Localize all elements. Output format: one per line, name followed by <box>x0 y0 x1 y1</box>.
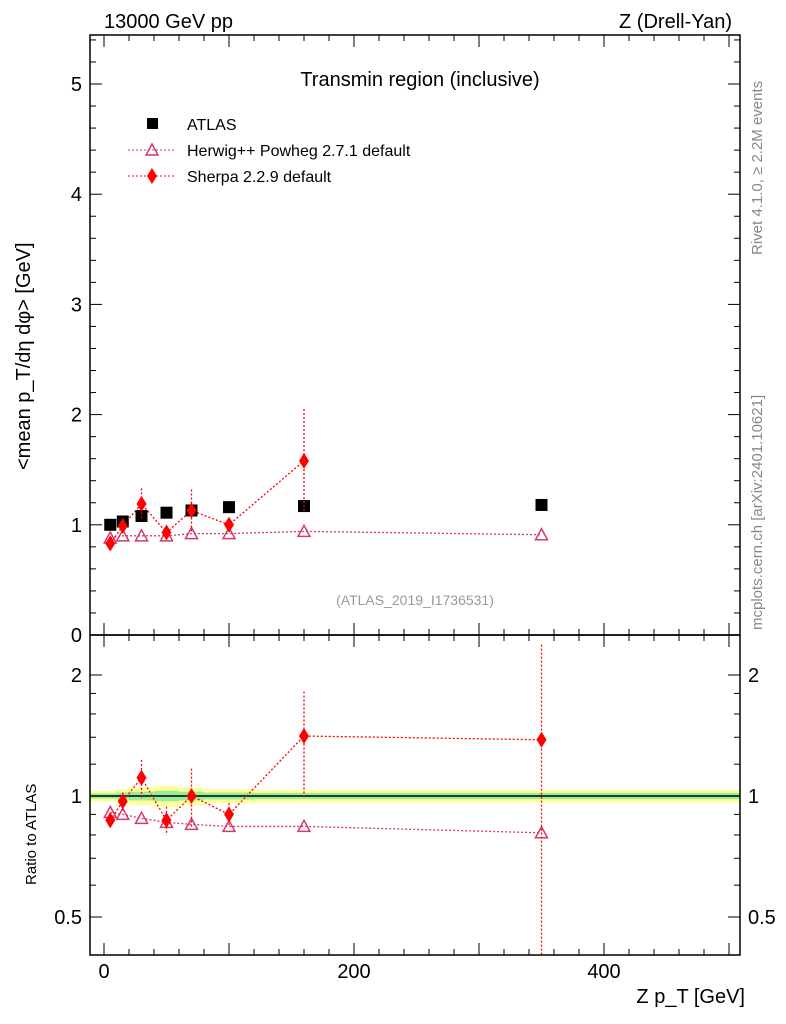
y-tick-label: 1 <box>71 515 82 537</box>
herwig-ratio-point <box>221 818 237 833</box>
herwig-data-point <box>134 528 149 542</box>
sherpa-data-point <box>105 535 116 552</box>
ratio-frame <box>89 634 741 956</box>
herwig-ratio-point <box>184 816 199 831</box>
x-tick-label: 400 <box>587 961 620 983</box>
sherpa-ratio-point <box>224 806 234 823</box>
header-right: Z (Drell-Yan) <box>619 11 732 33</box>
y-tick-label: 5 <box>71 74 82 96</box>
herwig-line <box>110 530 542 539</box>
herwig-ratio-point <box>115 806 131 821</box>
mcplots-label: mcplots.cern.ch [arXiv:2401.10621] <box>749 395 766 630</box>
ratio-y-tick-label: 0.5 <box>54 907 82 929</box>
atlas-data-point <box>223 501 235 514</box>
herwig-ratio-point <box>296 818 312 833</box>
analysis-label: (ATLAS_2019_I1736531) <box>336 592 494 608</box>
ratio-y-tick-label: 2 <box>71 665 82 687</box>
sherpa-ratio-point <box>161 812 172 829</box>
rivet-label: Rivet 4.1.0, ≥ 2.2M events <box>749 81 766 255</box>
legend: ATLAS Herwig++ Powheg 2.7.1 default Sherpa… <box>128 117 411 186</box>
ratio-y-label: Ratio to ATLAS <box>23 784 40 885</box>
ratio-y-tick-label-right: 1 <box>748 786 759 808</box>
x-tick-label: 0 <box>98 961 109 983</box>
sherpa-data-point <box>186 502 197 519</box>
atlas-legend-marker <box>147 118 158 129</box>
y-tick-label: 3 <box>71 294 82 316</box>
sherpa-data-point <box>136 495 147 512</box>
sherpa-data-point <box>224 516 234 533</box>
herwig-data-point <box>184 526 199 540</box>
atlas-data-point <box>160 506 173 519</box>
x-tick-label: 200 <box>337 961 370 983</box>
sherpa-data-point <box>117 517 128 534</box>
ratio-y-tick-label-right: 0.5 <box>748 907 776 929</box>
sherpa-data-point <box>161 524 172 541</box>
chart-title: Transmin region (inclusive) <box>300 69 539 91</box>
sherpa-legend-marker <box>147 168 157 184</box>
ratio-y-tick-label-right: 2 <box>748 665 759 687</box>
sherpa-ratio-line <box>109 735 542 822</box>
legend-label: ATLAS <box>187 117 237 134</box>
sherpa-ratio-point <box>105 812 116 829</box>
y-tick-label: 4 <box>71 184 82 206</box>
atlas-data-point <box>535 498 548 511</box>
herwig-data-point <box>115 528 131 542</box>
herwig-data-point <box>221 526 237 540</box>
atlas-data-point <box>135 509 148 522</box>
sherpa-ratio-point <box>136 769 147 786</box>
sherpa-data-point <box>299 452 309 469</box>
legend-label: Herwig++ Powheg 2.7.1 default <box>187 143 411 160</box>
atlas-data-point <box>104 518 117 531</box>
sherpa-ratio-point <box>536 731 547 748</box>
herwig-data-point <box>534 527 549 541</box>
x-axis-label: Z p_T [GeV] <box>636 986 745 1008</box>
sherpa-ratio-point <box>299 728 309 745</box>
herwig-ratio-point <box>134 810 149 825</box>
y-tick-label: 0 <box>71 625 82 647</box>
y-tick-label: 2 <box>71 405 82 427</box>
legend-label: Sherpa 2.2.9 default <box>187 169 332 186</box>
header-left: 13000 GeV pp <box>104 11 233 33</box>
y-axis-label: <mean p_T/dη dφ> [GeV] <box>13 242 35 470</box>
herwig-legend-marker <box>144 142 160 156</box>
herwig-ratio-line <box>110 811 542 834</box>
ratio-y-tick-label: 1 <box>71 786 82 808</box>
sherpa-ratio-point <box>186 788 197 804</box>
herwig-data-point <box>296 523 312 538</box>
sherpa-ratio-point <box>117 793 128 810</box>
